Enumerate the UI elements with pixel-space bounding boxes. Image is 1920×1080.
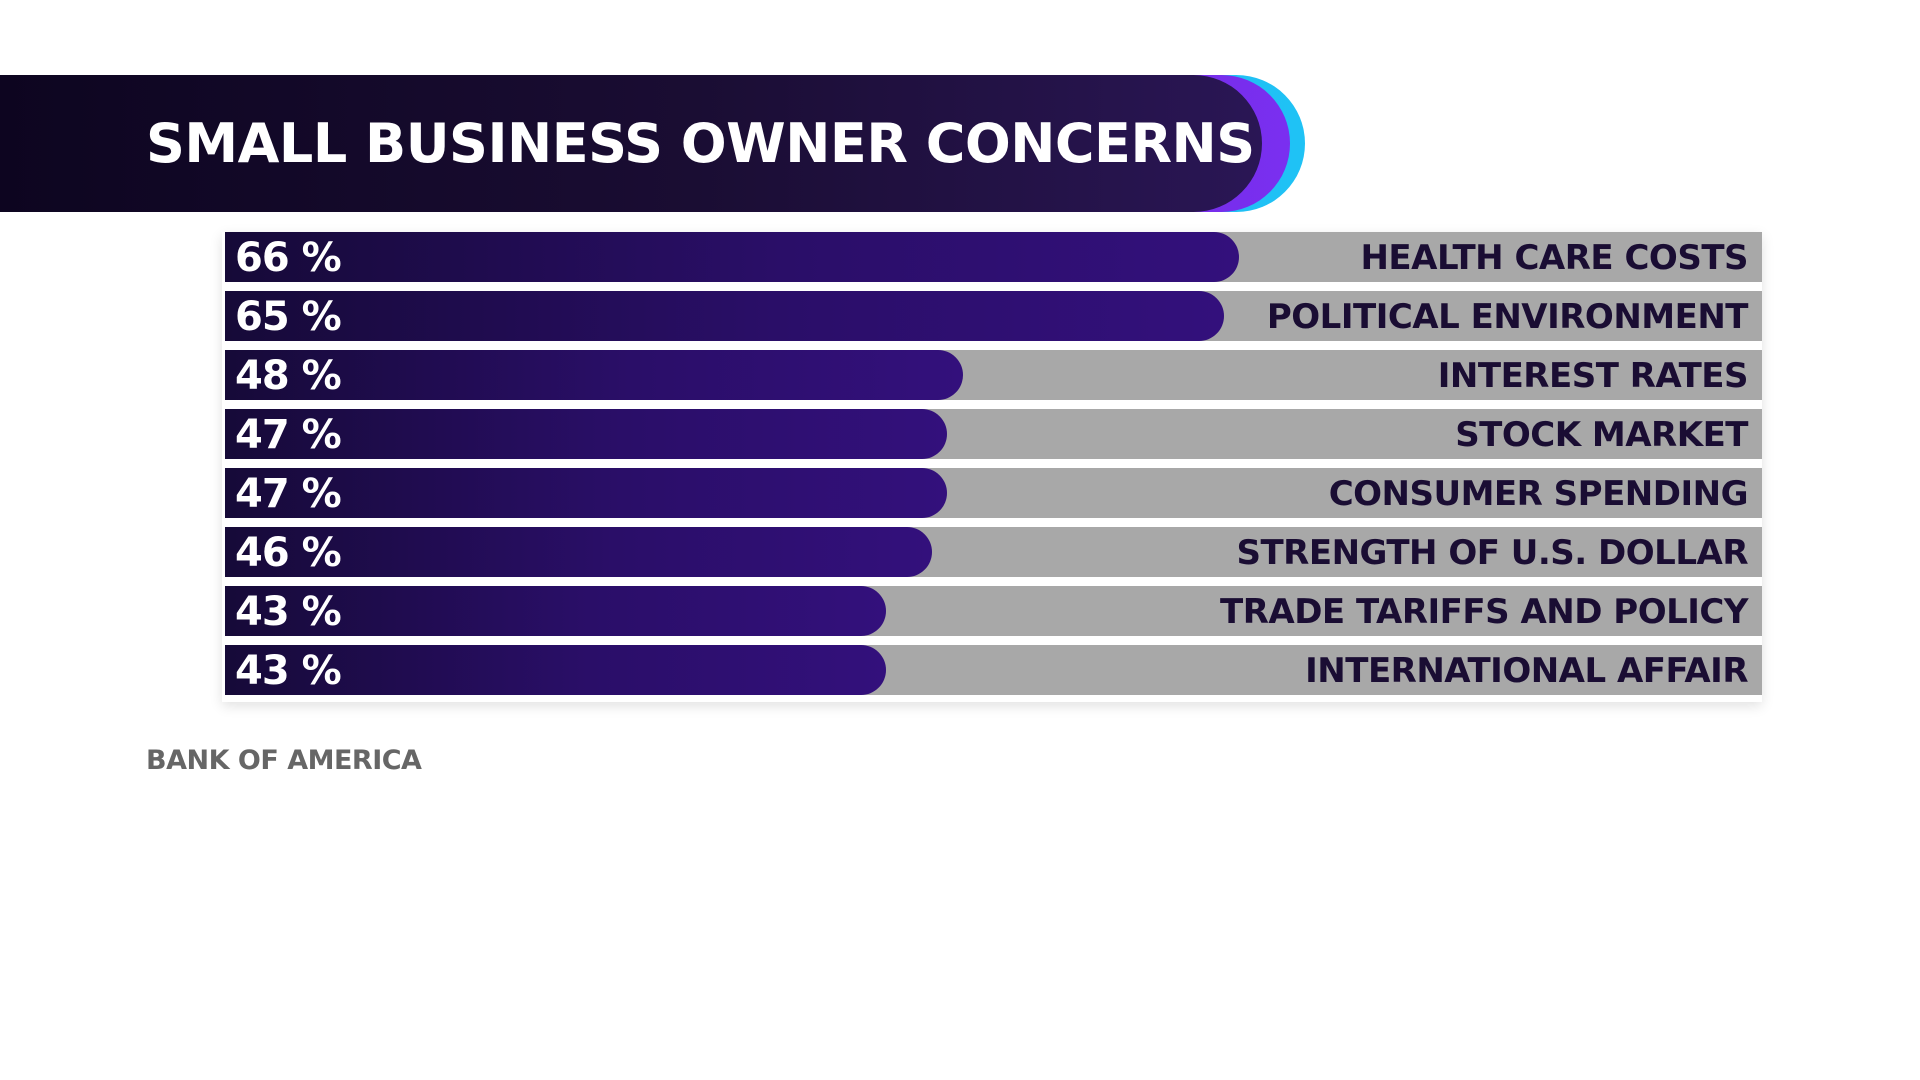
banner-background — [0, 75, 1262, 212]
bar-value-label: 43 % — [235, 648, 342, 694]
bar-category-label: INTERNATIONAL AFFAIR — [1305, 651, 1748, 691]
bar — [225, 527, 932, 577]
bar-row: 47 % CONSUMER SPENDING — [225, 468, 1762, 518]
bar — [225, 232, 1239, 282]
title-banner: SMALL BUSINESS OWNER CONCERNS — [0, 75, 1305, 212]
bar-value-label: 65 % — [235, 294, 342, 340]
bar — [225, 409, 947, 459]
bar-row: 43 % TRADE TARIFFS AND POLICY — [225, 586, 1762, 636]
bar-row: 65 % POLITICAL ENVIRONMENT — [225, 291, 1762, 341]
bar — [225, 645, 886, 695]
chart-title: SMALL BUSINESS OWNER CONCERNS — [146, 112, 1255, 175]
bar-value-label: 43 % — [235, 589, 342, 635]
bar-chart: 66 % HEALTH CARE COSTS 65 % POLITICAL ENVIR… — [222, 232, 1762, 702]
bar-value-label: 48 % — [235, 353, 342, 399]
bar-row: 46 % STRENGTH OF U.S. DOLLAR — [225, 527, 1762, 577]
bar-value-label: 66 % — [235, 235, 342, 281]
bar-category-label: STRENGTH OF U.S. DOLLAR — [1236, 533, 1748, 573]
bar-value-label: 46 % — [235, 530, 342, 576]
bar-value-label: 47 % — [235, 471, 342, 517]
bar — [225, 586, 886, 636]
source-credit: BANK OF AMERICA — [146, 745, 422, 776]
bar — [225, 468, 947, 518]
bar-row: 47 % STOCK MARKET — [225, 409, 1762, 459]
bar-value-label: 47 % — [235, 412, 342, 458]
bar-category-label: CONSUMER SPENDING — [1328, 474, 1749, 514]
bar-category-label: INTEREST RATES — [1437, 356, 1749, 396]
bar-row: 48 % INTEREST RATES — [225, 350, 1762, 400]
bar-row: 43 % INTERNATIONAL AFFAIR — [225, 645, 1762, 695]
bar — [225, 291, 1224, 341]
bar-category-label: STOCK MARKET — [1455, 415, 1748, 455]
bar-category-label: HEALTH CARE COSTS — [1360, 238, 1748, 278]
bar-row: 66 % HEALTH CARE COSTS — [225, 232, 1762, 282]
bar-category-label: TRADE TARIFFS AND POLICY — [1220, 592, 1748, 632]
bar — [225, 350, 963, 400]
bar-category-label: POLITICAL ENVIRONMENT — [1266, 297, 1749, 337]
